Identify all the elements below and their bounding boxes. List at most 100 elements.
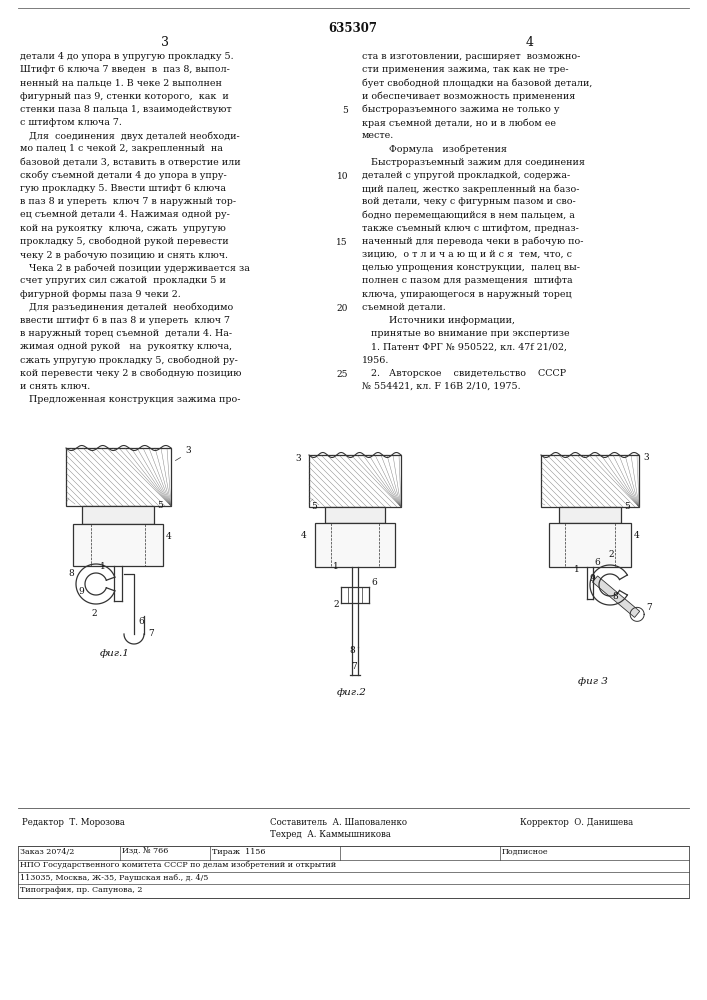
Text: быстроразъемного зажима не только у: быстроразъемного зажима не только у — [362, 105, 559, 114]
Text: бует свободной площадки на базовой детали,: бует свободной площадки на базовой детал… — [362, 78, 592, 88]
Text: 113035, Москва, Ж-35, Раушская наб., д. 4/5: 113035, Москва, Ж-35, Раушская наб., д. … — [20, 874, 209, 882]
Text: детали 4 до упора в упругую прокладку 5.: детали 4 до упора в упругую прокладку 5. — [20, 52, 233, 61]
Bar — [325, 507, 385, 523]
Text: 8: 8 — [612, 592, 618, 601]
Text: Для  соединения  двух деталей необходи-: Для соединения двух деталей необходи- — [20, 131, 240, 141]
Text: в паз 8 и упереть  ключ 7 в наружный тор-: в паз 8 и упереть ключ 7 в наружный тор- — [20, 197, 236, 206]
Text: 9: 9 — [589, 574, 595, 583]
Text: Чека 2 в рабочей позиции удерживается за: Чека 2 в рабочей позиции удерживается за — [20, 263, 250, 273]
Text: принятые во внимание при экспертизе: принятые во внимание при экспертизе — [362, 329, 570, 338]
Text: Формула   изобретения: Формула изобретения — [362, 144, 507, 154]
Text: 635307: 635307 — [329, 22, 378, 35]
Text: 7: 7 — [646, 603, 652, 612]
Text: базовой детали 3, вставить в отверстие или: базовой детали 3, вставить в отверстие и… — [20, 158, 240, 167]
Text: 5: 5 — [311, 502, 317, 511]
Text: кой на рукоятку  ключа, сжать  упругую: кой на рукоятку ключа, сжать упругую — [20, 224, 226, 233]
Text: 1: 1 — [100, 562, 106, 571]
Text: Предложенная конструкция зажима про-: Предложенная конструкция зажима про- — [20, 395, 240, 404]
Text: 1956.: 1956. — [362, 356, 390, 365]
Polygon shape — [592, 576, 640, 617]
Text: целью упрощения конструкции,  палец вы-: целью упрощения конструкции, палец вы- — [362, 263, 580, 272]
Text: 3: 3 — [295, 454, 300, 463]
Text: 6: 6 — [371, 578, 377, 587]
Text: съемной детали.: съемной детали. — [362, 303, 445, 312]
Text: фигурной формы паза 9 чеки 2.: фигурной формы паза 9 чеки 2. — [20, 290, 181, 299]
Text: НПО Государственного комитета СССР по делам изобретений и открытий: НПО Государственного комитета СССР по де… — [20, 861, 337, 869]
Text: сжать упругую прокладку 5, свободной ру-: сжать упругую прокладку 5, свободной ру- — [20, 356, 238, 365]
Text: 8: 8 — [68, 569, 74, 578]
Text: бодно перемещающийся в нем пальцем, а: бодно перемещающийся в нем пальцем, а — [362, 210, 575, 220]
Text: 10: 10 — [337, 172, 348, 181]
Text: фиг.1: фиг.1 — [100, 649, 130, 658]
Text: 4: 4 — [166, 532, 172, 541]
Text: 6: 6 — [594, 558, 600, 567]
Text: 2: 2 — [333, 600, 339, 609]
Text: ста в изготовлении, расширяет  возможно-: ста в изготовлении, расширяет возможно- — [362, 52, 580, 61]
Text: 5: 5 — [624, 502, 630, 511]
Text: полнен с пазом для размещения  штифта: полнен с пазом для размещения штифта — [362, 276, 573, 285]
Text: Типография, пр. Сапунова, 2: Типография, пр. Сапунова, 2 — [20, 886, 143, 894]
Text: 5: 5 — [157, 501, 163, 510]
Text: гую прокладку 5. Ввести штифт 6 ключа: гую прокладку 5. Ввести штифт 6 ключа — [20, 184, 226, 193]
Text: 20: 20 — [337, 304, 348, 313]
Text: края съемной детали, но и в любом ее: края съемной детали, но и в любом ее — [362, 118, 556, 127]
Text: 7: 7 — [148, 629, 153, 638]
Text: и снять ключ.: и снять ключ. — [20, 382, 90, 391]
Text: с штифтом ключа 7.: с штифтом ключа 7. — [20, 118, 122, 127]
Text: № 554421, кл. F 16B 2/10, 1975.: № 554421, кл. F 16B 2/10, 1975. — [362, 382, 520, 391]
Text: стенки паза 8 пальца 1, взаимодействуют: стенки паза 8 пальца 1, взаимодействуют — [20, 105, 232, 114]
Text: ввести штифт 6 в паз 8 и упереть  ключ 7: ввести штифт 6 в паз 8 и упереть ключ 7 — [20, 316, 230, 325]
Bar — [541, 455, 639, 507]
Text: и обеспечивает возможность применения: и обеспечивает возможность применения — [362, 92, 575, 101]
Text: месте.: месте. — [362, 131, 395, 140]
Text: 3: 3 — [185, 446, 191, 455]
Text: 3: 3 — [643, 453, 648, 462]
Text: Редактор  Т. Морозова: Редактор Т. Морозова — [22, 818, 125, 827]
Bar — [66, 448, 171, 506]
Text: 5: 5 — [342, 106, 348, 115]
Text: также съемный ключ с штифтом, предназ-: также съемный ключ с штифтом, предназ- — [362, 224, 579, 233]
Text: 2: 2 — [91, 609, 97, 618]
Text: Составитель  А. Шаповаленко: Составитель А. Шаповаленко — [270, 818, 407, 827]
Text: Для разъединения деталей  необходимо: Для разъединения деталей необходимо — [20, 303, 233, 312]
Text: ец съемной детали 4. Нажимая одной ру-: ец съемной детали 4. Нажимая одной ру- — [20, 210, 230, 219]
Text: 1: 1 — [333, 562, 339, 571]
Text: 4: 4 — [301, 531, 307, 540]
Bar — [315, 523, 395, 567]
Bar — [309, 455, 401, 507]
Text: 2: 2 — [608, 550, 614, 559]
Text: вой детали, чеку с фигурным пазом и сво-: вой детали, чеку с фигурным пазом и сво- — [362, 197, 575, 206]
Text: 9: 9 — [78, 587, 83, 596]
Text: Подписное: Подписное — [502, 848, 549, 856]
Text: 8: 8 — [349, 646, 355, 655]
Text: мо палец 1 с чекой 2, закрепленный  на: мо палец 1 с чекой 2, закрепленный на — [20, 144, 223, 153]
Text: Тираж  1156: Тираж 1156 — [212, 848, 266, 856]
Text: ключа, упирающегося в наружный торец: ключа, упирающегося в наружный торец — [362, 290, 572, 299]
Text: 4: 4 — [634, 531, 640, 540]
Text: наченный для перевода чеки в рабочую по-: наченный для перевода чеки в рабочую по- — [362, 237, 583, 246]
Text: 1: 1 — [574, 565, 580, 574]
Text: 15: 15 — [337, 238, 348, 247]
Text: фиг.2: фиг.2 — [337, 688, 367, 697]
Text: щий палец, жестко закрепленный на базо-: щий палец, жестко закрепленный на базо- — [362, 184, 580, 194]
Bar — [559, 507, 621, 523]
Bar — [82, 506, 154, 524]
Bar — [549, 523, 631, 567]
Text: 2.   Авторское    свидетельство    СССР: 2. Авторское свидетельство СССР — [362, 369, 566, 378]
Text: кой перевести чеку 2 в свободную позицию: кой перевести чеку 2 в свободную позицию — [20, 369, 241, 378]
Text: 7: 7 — [351, 662, 357, 671]
Text: счет упругих сил сжатой  прокладки 5 и: счет упругих сил сжатой прокладки 5 и — [20, 276, 226, 285]
Text: сти применения зажима, так как не тре-: сти применения зажима, так как не тре- — [362, 65, 568, 74]
Text: фиг 3: фиг 3 — [578, 677, 608, 686]
Text: жимая одной рукой   на  рукоятку ключа,: жимая одной рукой на рукоятку ключа, — [20, 342, 232, 351]
Text: Штифт 6 ключа 7 введен  в  паз 8, выпол-: Штифт 6 ключа 7 введен в паз 8, выпол- — [20, 65, 230, 74]
Bar — [73, 524, 163, 566]
Text: ненный на пальце 1. В чеке 2 выполнен: ненный на пальце 1. В чеке 2 выполнен — [20, 78, 222, 87]
Text: Техред  А. Каммышникова: Техред А. Каммышникова — [270, 830, 391, 839]
Text: 3: 3 — [161, 36, 169, 49]
Text: фигурный паз 9, стенки которого,  как  и: фигурный паз 9, стенки которого, как и — [20, 92, 229, 101]
Text: прокладку 5, свободной рукой перевести: прокладку 5, свободной рукой перевести — [20, 237, 228, 246]
Text: 1. Патент ФРГ № 950522, кл. 47f 21/02,: 1. Патент ФРГ № 950522, кл. 47f 21/02, — [362, 342, 567, 351]
Text: зицию,  о т л и ч а ю щ и й с я  тем, что, с: зицию, о т л и ч а ю щ и й с я тем, что,… — [362, 250, 572, 259]
Text: 4: 4 — [526, 36, 534, 49]
